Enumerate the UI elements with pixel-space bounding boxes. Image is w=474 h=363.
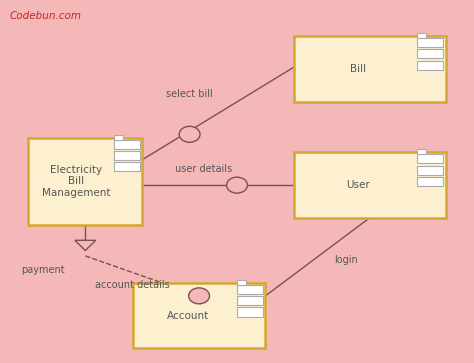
Circle shape [227,177,247,193]
FancyBboxPatch shape [237,307,263,317]
Text: login: login [334,254,358,265]
FancyBboxPatch shape [28,138,142,225]
Text: account details: account details [95,280,170,290]
FancyBboxPatch shape [417,154,443,163]
Circle shape [189,288,210,304]
Text: Bill: Bill [349,64,365,74]
FancyBboxPatch shape [417,177,443,186]
Text: payment: payment [21,265,64,276]
FancyBboxPatch shape [417,33,426,38]
Text: Account: Account [167,311,210,321]
FancyBboxPatch shape [294,152,446,218]
Polygon shape [75,240,96,250]
Text: select bill: select bill [166,89,213,99]
Text: user details: user details [175,164,232,174]
FancyBboxPatch shape [114,140,140,149]
FancyBboxPatch shape [417,49,443,58]
FancyBboxPatch shape [114,162,140,171]
FancyBboxPatch shape [114,151,140,160]
Text: Codebun.com: Codebun.com [9,11,82,21]
Text: Electricity
Bill
Management: Electricity Bill Management [42,165,110,198]
FancyBboxPatch shape [237,285,263,294]
FancyBboxPatch shape [417,149,426,154]
FancyBboxPatch shape [114,135,123,140]
FancyBboxPatch shape [417,38,443,47]
FancyBboxPatch shape [237,280,246,285]
FancyBboxPatch shape [417,61,443,70]
FancyBboxPatch shape [417,166,443,175]
FancyBboxPatch shape [294,36,446,102]
FancyBboxPatch shape [133,283,265,348]
FancyBboxPatch shape [237,296,263,305]
Text: User: User [346,180,369,190]
Circle shape [179,126,200,142]
